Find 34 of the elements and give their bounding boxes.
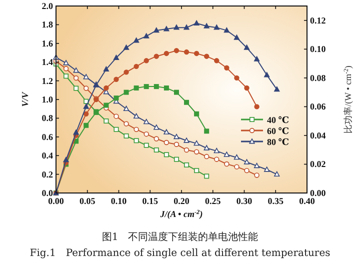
legend-label: 40 ℃ bbox=[267, 115, 290, 125]
y2-tick-label: 0.00 bbox=[310, 188, 326, 198]
y-tick-label: 0.6 bbox=[42, 132, 54, 142]
y-tick-label: 2.0 bbox=[42, 1, 54, 11]
x-tick-label: 0.20 bbox=[174, 196, 190, 206]
caption: Fig.1 Performance of single cell at different temperatures bbox=[30, 248, 330, 259]
y-tick-label: 1.2 bbox=[42, 76, 54, 86]
y-tick-label: 1.4 bbox=[42, 57, 54, 68]
x-tick-label: 0.35 bbox=[268, 196, 284, 206]
legend-label: 60 ℃ bbox=[267, 126, 290, 136]
y-tick-label: 1.0 bbox=[42, 94, 54, 104]
x-tick-label: 0.05 bbox=[80, 196, 96, 206]
x-tick-label: 0.00 bbox=[48, 196, 64, 206]
x-tick-label: 0.30 bbox=[236, 196, 253, 206]
y2-tick-label: 0.06 bbox=[310, 102, 326, 112]
x-tick-label: 0.15 bbox=[142, 196, 158, 206]
y2-tick-label: 0.08 bbox=[310, 72, 326, 83]
x-tick-label: 0.10 bbox=[110, 196, 128, 206]
legend-label: 80 ℃ bbox=[267, 137, 290, 147]
y2-tick-label: 0.02 bbox=[310, 159, 326, 170]
y-tick-label: 1.8 bbox=[42, 20, 54, 30]
caption: 图1 不同温度下组装的单电池性能 bbox=[102, 231, 258, 243]
y-tick-label: 0.8 bbox=[42, 113, 54, 124]
y-tick-label: 0.2 bbox=[42, 169, 54, 180]
y-tick-label: 0.0 bbox=[42, 188, 54, 198]
y2-tick-label: 0.10 bbox=[310, 44, 326, 54]
x-tick-label: 0.40 bbox=[299, 196, 316, 206]
y-tick-label: 1.6 bbox=[42, 38, 54, 48]
x-axis-title: J/(A • cm$^{-2}$) bbox=[159, 208, 203, 219]
y-tick-label: 0.4 bbox=[42, 150, 54, 161]
y2-tick-label: 0.12 bbox=[310, 15, 326, 26]
x-tick-label: 0.25 bbox=[205, 196, 222, 206]
y2-tick-label: 0.04 bbox=[310, 130, 326, 140]
y-axis-title: V/V bbox=[20, 91, 30, 107]
